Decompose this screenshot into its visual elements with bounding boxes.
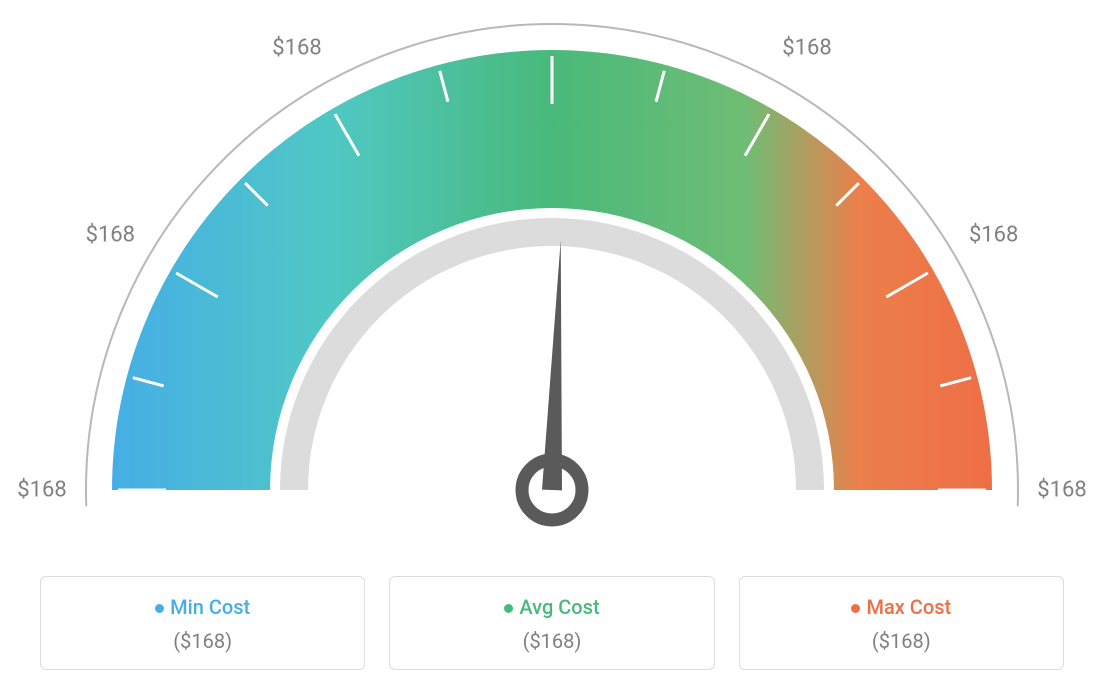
legend-row: Min Cost ($168) Avg Cost ($168) Max Cost… <box>40 576 1064 670</box>
dot-icon <box>155 604 164 613</box>
legend-avg-label: Avg Cost <box>519 595 599 619</box>
legend-max-title: Max Cost <box>750 595 1053 619</box>
gauge-tick-label: $168 <box>969 223 1018 248</box>
legend-avg-value: ($168) <box>400 629 703 653</box>
legend-avg-box: Avg Cost ($168) <box>389 576 714 670</box>
legend-min-label: Min Cost <box>170 595 250 619</box>
dot-icon <box>504 604 513 613</box>
legend-min-box: Min Cost ($168) <box>40 576 365 670</box>
legend-avg-title: Avg Cost <box>400 595 703 619</box>
legend-max-box: Max Cost ($168) <box>739 576 1064 670</box>
legend-max-value: ($168) <box>750 629 1053 653</box>
dot-icon <box>851 604 860 613</box>
legend-min-title: Min Cost <box>51 595 354 619</box>
gauge-tick-label: $168 <box>782 36 831 61</box>
gauge-tick-label: $168 <box>1037 478 1086 503</box>
gauge-chart: $168$168$168$168$168$168$168 <box>0 0 1104 560</box>
gauge-tick-label: $168 <box>86 223 135 248</box>
gauge-svg <box>0 0 1104 560</box>
legend-max-label: Max Cost <box>866 595 951 619</box>
gauge-tick-label: $168 <box>272 36 321 61</box>
legend-min-value: ($168) <box>51 629 354 653</box>
gauge-tick-label: $168 <box>17 478 66 503</box>
